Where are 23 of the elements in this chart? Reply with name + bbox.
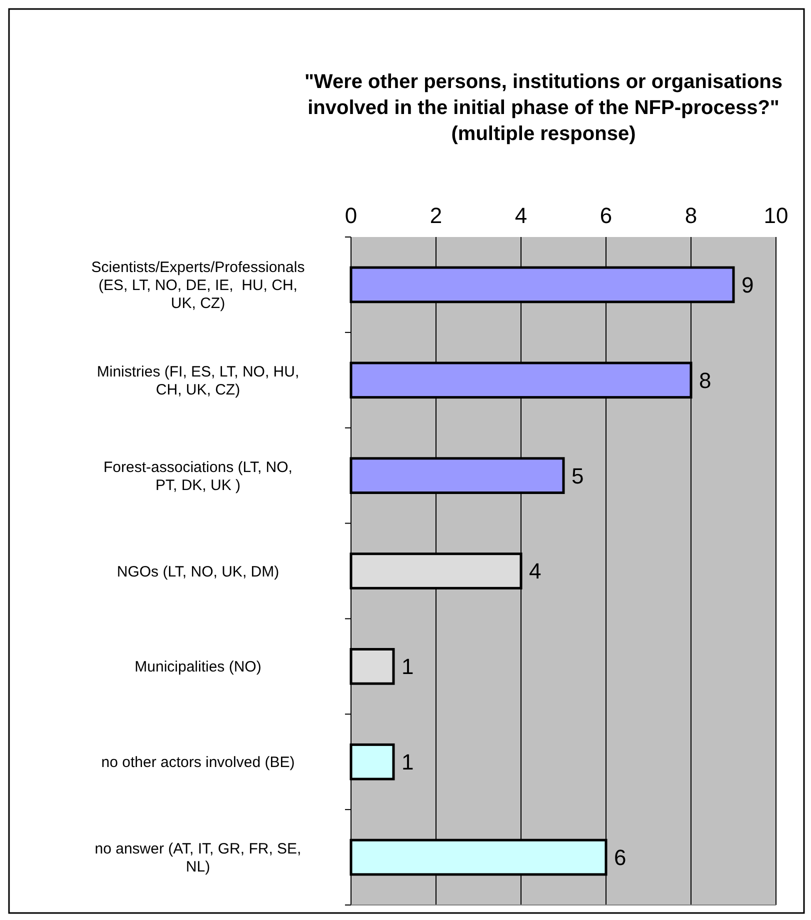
y-tick-label: Municipalities (NO)	[134, 658, 262, 676]
data-label: 9	[742, 272, 754, 298]
data-label: 4	[529, 558, 542, 584]
data-label: 1	[402, 750, 414, 775]
y-tick-label: NGOs (LT, NO, UK, DM)	[116, 563, 280, 580]
bar	[350, 648, 395, 685]
y-tick-label: Forest-associations (LT, NO, PT, DK, UK )	[104, 458, 292, 494]
y-tick-label: Scientists/Experts/Professionals (ES, LT, NO, DE, IE, HU, CH, UK, CZ)	[91, 258, 305, 312]
bar	[350, 743, 395, 780]
x-tick-label: 6	[600, 203, 612, 228]
chart-title: "Were other persons, institutions or organisations involved in the initial phase of the NFP-process?" (multiple response)	[304, 71, 783, 145]
x-tick-label: 0	[344, 203, 358, 228]
y-tick-label: no other actors involved (BE)	[101, 754, 295, 772]
data-label: 8	[699, 368, 712, 393]
data-label: 6	[614, 844, 626, 870]
y-tick-label: no answer (AT, IT, GR, FR, SE, NL)	[94, 840, 302, 876]
data-label: 1	[402, 654, 414, 680]
data-label: 5	[572, 463, 584, 488]
x-tick-label: 10	[764, 203, 788, 228]
x-tick-label: 8	[684, 203, 698, 228]
x-tick-label: 4	[514, 203, 528, 228]
x-tick-label: 2	[430, 203, 442, 228]
y-tick-label: Ministries (FI, ES, LT, NO, HU, CH, UK, CZ)	[96, 363, 300, 398]
